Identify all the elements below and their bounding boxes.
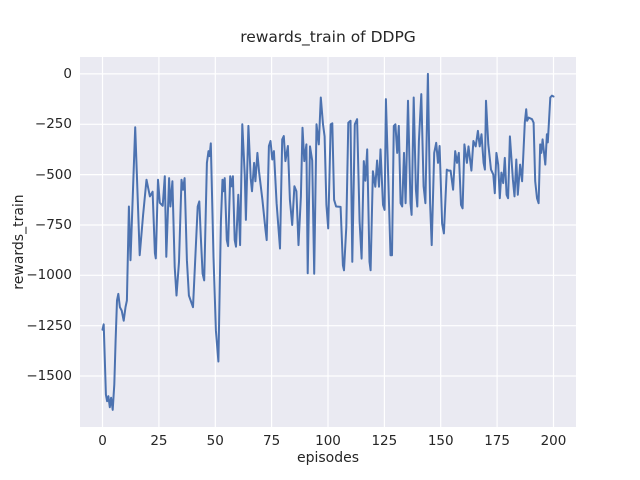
chart-title: rewards_train of DDPG bbox=[240, 28, 416, 46]
x-tick-label: 100 bbox=[315, 433, 341, 449]
x-axis-label: episodes bbox=[296, 450, 360, 466]
y-tick-label: −500 bbox=[34, 166, 72, 183]
x-tick-label: 200 bbox=[540, 433, 567, 449]
x-tick-label: 25 bbox=[150, 433, 168, 449]
x-tick-label: 50 bbox=[206, 433, 224, 449]
y-tick-label: −1250 bbox=[26, 317, 72, 334]
y-tick-label: 0 bbox=[63, 65, 72, 82]
y-tick-label: −750 bbox=[34, 216, 72, 233]
y-tick-label: −1000 bbox=[26, 267, 72, 284]
y-tick-label: −1500 bbox=[26, 368, 72, 385]
y-tick-label: −250 bbox=[34, 116, 72, 133]
x-tick-label: 150 bbox=[427, 433, 454, 449]
chart-svg bbox=[80, 57, 576, 427]
plot-area bbox=[80, 57, 576, 427]
x-tick-label: 125 bbox=[371, 433, 398, 449]
x-tick-label: 0 bbox=[98, 433, 107, 449]
x-tick-label: 175 bbox=[484, 433, 510, 449]
reward-line bbox=[101, 72, 555, 411]
x-tick-label: 75 bbox=[263, 433, 281, 449]
